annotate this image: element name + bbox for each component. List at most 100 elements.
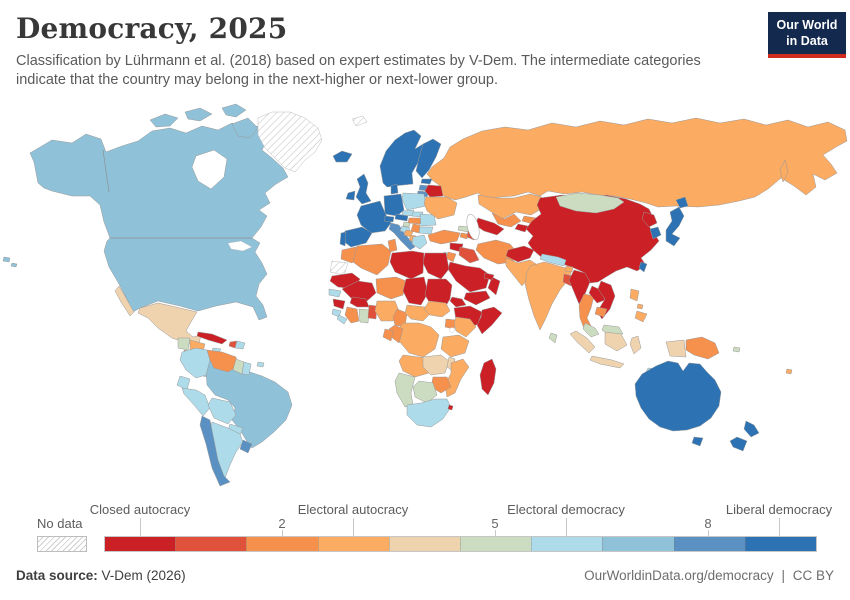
region-canada-arctic1[interactable] (149, 113, 179, 128)
region-portugal[interactable] (339, 231, 347, 247)
region-gabon[interactable] (382, 328, 394, 342)
region-poland[interactable] (401, 192, 427, 211)
region-western-sahara[interactable] (329, 260, 349, 276)
region-kazakhstan[interactable] (477, 193, 544, 220)
legend-segment-9[interactable] (744, 537, 817, 551)
region-finland[interactable] (415, 138, 442, 179)
region-south-korea[interactable] (649, 226, 662, 240)
region-north-korea[interactable] (641, 211, 658, 228)
region-papua-new-guinea[interactable] (685, 336, 720, 360)
legend-segment-5[interactable] (460, 537, 532, 551)
region-togo-benin[interactable] (367, 304, 378, 320)
legend-segment-7[interactable] (602, 537, 674, 551)
region-denmark[interactable] (390, 183, 399, 195)
region-niger[interactable] (375, 276, 407, 300)
region-ecuador[interactable] (176, 375, 191, 391)
region-iraq[interactable] (458, 246, 480, 264)
region-greece[interactable] (411, 234, 428, 250)
region-taiwan[interactable] (638, 261, 648, 273)
legend-segment-1[interactable] (175, 537, 247, 551)
region-australia[interactable] (634, 360, 722, 432)
region-uruguay[interactable] (239, 439, 253, 454)
region-canada-arctic3[interactable] (221, 103, 247, 118)
region-germany[interactable] (383, 193, 405, 217)
region-solomon-islands[interactable] (732, 346, 741, 353)
region-tasmania[interactable] (691, 436, 704, 447)
region-libya[interactable] (389, 250, 425, 280)
region-iceland[interactable] (332, 150, 353, 163)
region-new-zealand-south[interactable] (729, 436, 748, 452)
legend-segment-2[interactable] (246, 537, 318, 551)
region-nepal[interactable] (539, 253, 567, 267)
region-chile[interactable] (199, 415, 231, 487)
region-romania[interactable] (419, 213, 437, 227)
region-indonesia-sumatra[interactable] (569, 330, 596, 354)
region-saudi-arabia[interactable] (447, 261, 491, 293)
region-venezuela[interactable] (206, 349, 239, 373)
region-ukraine[interactable] (423, 196, 458, 220)
region-canada[interactable] (29, 122, 289, 239)
region-new-zealand-north[interactable] (743, 420, 760, 438)
no-data-swatch[interactable] (37, 536, 87, 552)
region-drc[interactable] (396, 322, 440, 358)
region-kenya[interactable] (453, 316, 477, 338)
region-canada-baffin[interactable] (231, 117, 259, 139)
region-trinidad[interactable] (256, 361, 265, 368)
region-uk[interactable] (355, 173, 372, 205)
region-switzerland[interactable] (383, 215, 395, 223)
region-hungary[interactable] (407, 217, 422, 225)
region-zambia[interactable] (422, 354, 450, 376)
footer-link[interactable]: OurWorldinData.org/democracy (584, 568, 774, 583)
region-mongolia[interactable] (555, 192, 625, 214)
owid-logo[interactable]: Our World in Data (768, 12, 846, 58)
legend-segment-8[interactable] (673, 537, 745, 551)
region-indonesia-papua[interactable] (665, 339, 687, 358)
region-ghana[interactable] (358, 308, 370, 324)
region-south-africa[interactable] (406, 398, 452, 428)
region-slovenia[interactable] (402, 221, 411, 228)
region-cuba[interactable] (196, 331, 228, 345)
region-ivory-coast[interactable] (344, 306, 360, 324)
region-bhutan[interactable] (564, 265, 574, 273)
region-tanzania[interactable] (440, 334, 470, 358)
region-tajikistan[interactable] (514, 223, 529, 233)
region-somalia[interactable] (476, 306, 503, 335)
legend-segment-3[interactable] (317, 537, 389, 551)
region-uzbekistan[interactable] (491, 212, 522, 228)
region-indonesia-java[interactable] (589, 355, 625, 369)
region-indonesia-kalimantan[interactable] (604, 331, 628, 352)
region-norway-sweden[interactable] (379, 129, 424, 188)
region-armenia[interactable] (459, 232, 469, 240)
region-congo[interactable] (388, 324, 404, 344)
region-bolivia[interactable] (207, 397, 237, 425)
region-eswatini[interactable] (447, 404, 454, 411)
region-ireland[interactable] (345, 190, 356, 201)
region-brazil[interactable] (205, 359, 293, 449)
region-senegal[interactable] (328, 288, 342, 298)
region-suriname[interactable] (241, 361, 252, 376)
region-guinea[interactable] (332, 298, 346, 310)
region-philippines-luzon[interactable] (629, 288, 640, 302)
region-oman[interactable] (487, 276, 501, 296)
region-indonesia-sulawesi[interactable] (629, 335, 642, 355)
region-usa-hawaii2[interactable] (10, 262, 18, 268)
region-france[interactable] (356, 200, 392, 234)
region-uae[interactable] (483, 272, 495, 281)
region-algeria[interactable] (352, 243, 392, 276)
region-russia[interactable] (426, 117, 848, 208)
region-tunisia[interactable] (387, 238, 398, 253)
region-estonia[interactable] (420, 178, 433, 185)
region-india[interactable] (524, 261, 573, 331)
region-malaysia-peninsula[interactable] (582, 322, 600, 338)
region-afghanistan[interactable] (505, 245, 535, 263)
region-colombia[interactable] (179, 347, 211, 379)
region-japan-honshu[interactable] (665, 206, 685, 247)
region-namibia[interactable] (394, 372, 416, 408)
legend-segment-4[interactable] (388, 537, 461, 551)
region-sri-lanka[interactable] (548, 332, 558, 344)
region-belarus[interactable] (424, 184, 444, 198)
region-mexico-baja[interactable] (114, 285, 135, 317)
region-chad[interactable] (402, 276, 429, 306)
region-usa-hawaii1[interactable] (2, 256, 11, 263)
legend-color-bar[interactable] (104, 536, 817, 552)
